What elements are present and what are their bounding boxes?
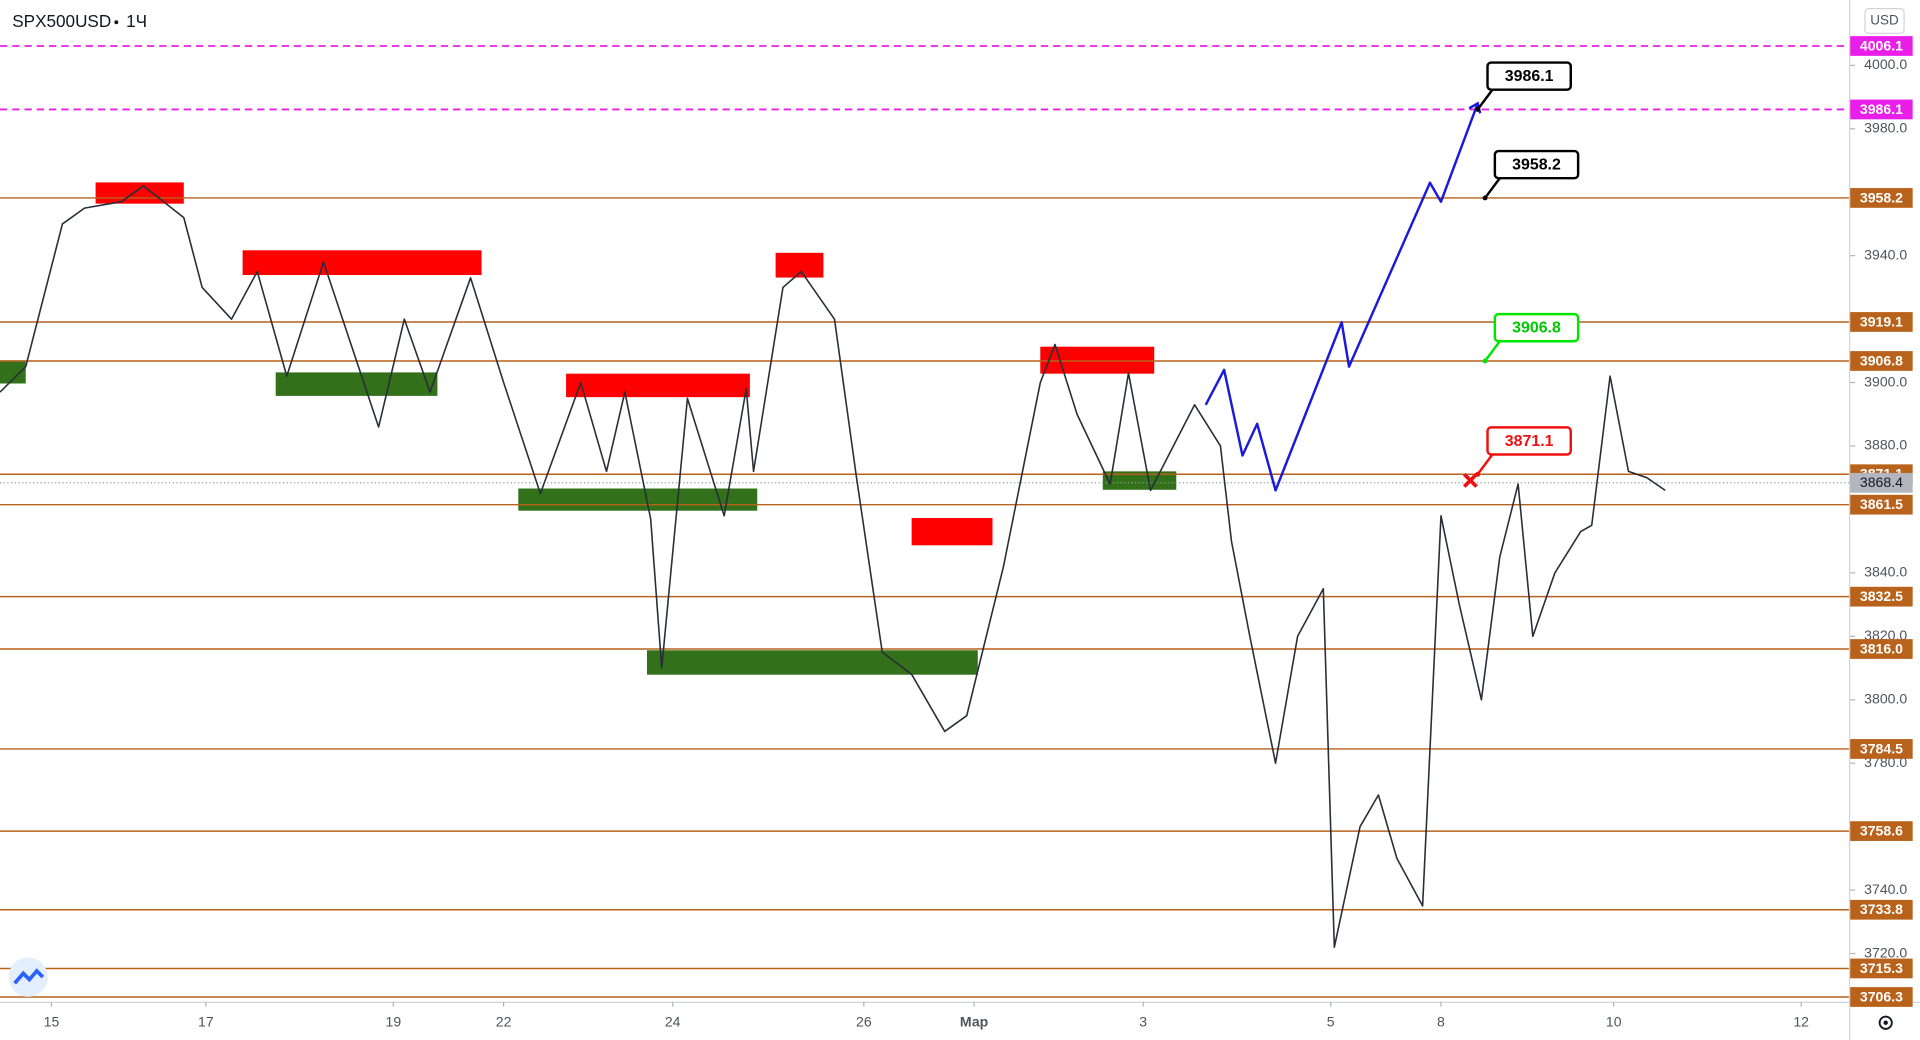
level-label: 3784.5 <box>1860 740 1903 756</box>
level-label-box <box>1850 312 1913 332</box>
y-tick-label: 3800.0 <box>1864 690 1907 706</box>
level-label: 3986.1 <box>1860 101 1903 117</box>
level-label-box <box>1850 494 1913 515</box>
level-label-box <box>1850 639 1913 659</box>
zone <box>911 518 993 546</box>
x-tick-label: 15 <box>44 1013 60 1029</box>
zone <box>95 182 184 204</box>
callout-pointer <box>1484 340 1501 362</box>
callout-label: 3906.8 <box>1512 319 1561 336</box>
level-label: 3832.5 <box>1860 588 1903 604</box>
settings-button[interactable] <box>1878 1015 1893 1030</box>
level-label: 3758.6 <box>1860 822 1903 838</box>
last-price-box <box>1850 472 1913 493</box>
level-label-box <box>1850 899 1913 920</box>
callout-anchor <box>1482 195 1488 201</box>
x-tick-label: 17 <box>198 1013 214 1029</box>
callout-box <box>1486 61 1572 91</box>
x-tick-label: 19 <box>385 1013 401 1029</box>
level-label: 3706.3 <box>1860 988 1903 1004</box>
level-label: 3906.8 <box>1860 352 1903 368</box>
callout-pointer <box>1476 453 1494 475</box>
callout-box <box>1493 312 1580 343</box>
level-label-box <box>1850 99 1913 120</box>
x-tick-label: 3 <box>1139 1013 1147 1029</box>
level-label: 3816.0 <box>1860 640 1903 656</box>
level-label-box <box>1850 739 1913 759</box>
callout-label: 3958.2 <box>1512 156 1561 173</box>
zone <box>0 360 26 384</box>
cross-marker <box>1462 472 1478 488</box>
level-label-box <box>1850 958 1913 979</box>
separator <box>114 20 119 25</box>
level-label-box <box>1850 36 1913 56</box>
level-label-box <box>1850 586 1913 607</box>
callout-box <box>1486 426 1572 456</box>
level-label-box <box>1850 188 1913 208</box>
x-tick-label: Мар <box>960 1013 989 1029</box>
gear[interactable] <box>1878 1015 1893 1030</box>
currency[interactable]: USD <box>1870 13 1899 28</box>
level-label: 3919.1 <box>1860 313 1903 329</box>
x-tick-label: 22 <box>496 1013 512 1029</box>
y-tick-label: 3980.0 <box>1864 119 1907 135</box>
level-label: 3715.3 <box>1860 960 1903 976</box>
currency-box[interactable] <box>1864 8 1905 34</box>
symbol: SPX500USD <box>12 11 111 31</box>
x-tick-label: 12 <box>1793 1013 1809 1029</box>
x-tick-label: 26 <box>856 1013 872 1029</box>
level-label: 3958.2 <box>1860 189 1903 205</box>
interval[interactable]: 1Ч <box>126 11 147 31</box>
callout-anchor <box>1475 106 1481 112</box>
last-price-label: 3868.4 <box>1860 474 1903 490</box>
callout-pointer <box>1476 88 1494 111</box>
callout-anchor <box>1482 358 1488 364</box>
callout-label: 3986.1 <box>1505 68 1554 85</box>
callout-pointer <box>1484 177 1501 199</box>
y-tick-label: 3740.0 <box>1864 881 1907 897</box>
level-label-box <box>1850 821 1913 841</box>
y-tick-label: 3940.0 <box>1864 246 1907 262</box>
level-label: 3861.5 <box>1860 496 1903 512</box>
y-tick-label: 4000.0 <box>1864 56 1907 72</box>
logo-icon[interactable] <box>13 968 45 985</box>
callout-box <box>1493 149 1580 180</box>
gear-center[interactable] <box>1883 1020 1888 1025</box>
level-label: 4006.1 <box>1860 37 1903 53</box>
logo[interactable] <box>8 957 48 997</box>
price-line <box>0 185 1666 949</box>
level-label: 3733.8 <box>1860 901 1903 917</box>
x-tick-label: 8 <box>1437 1013 1445 1029</box>
x-tick-label: 5 <box>1327 1013 1335 1029</box>
y-tick-label: 3880.0 <box>1864 437 1907 453</box>
zone <box>646 650 978 675</box>
plot-area: 3986.1 3958.2 3906.8 3871.1 <box>0 45 1849 998</box>
level-label-box <box>1850 351 1913 371</box>
level-label-box <box>1850 987 1913 1007</box>
y-tick-label: 3820.0 <box>1864 627 1907 643</box>
x-tick-label: 24 <box>665 1013 681 1029</box>
y-tick-label: 3900.0 <box>1864 373 1907 389</box>
zone <box>275 372 438 396</box>
zone <box>242 250 482 276</box>
zone <box>566 373 750 398</box>
projection-line <box>1204 102 1479 492</box>
callout-label: 3871.1 <box>1505 433 1554 450</box>
x-tick-label: 10 <box>1606 1013 1622 1029</box>
y-tick-label: 3720.0 <box>1864 944 1907 960</box>
y-tick-label: 3840.0 <box>1864 564 1907 580</box>
